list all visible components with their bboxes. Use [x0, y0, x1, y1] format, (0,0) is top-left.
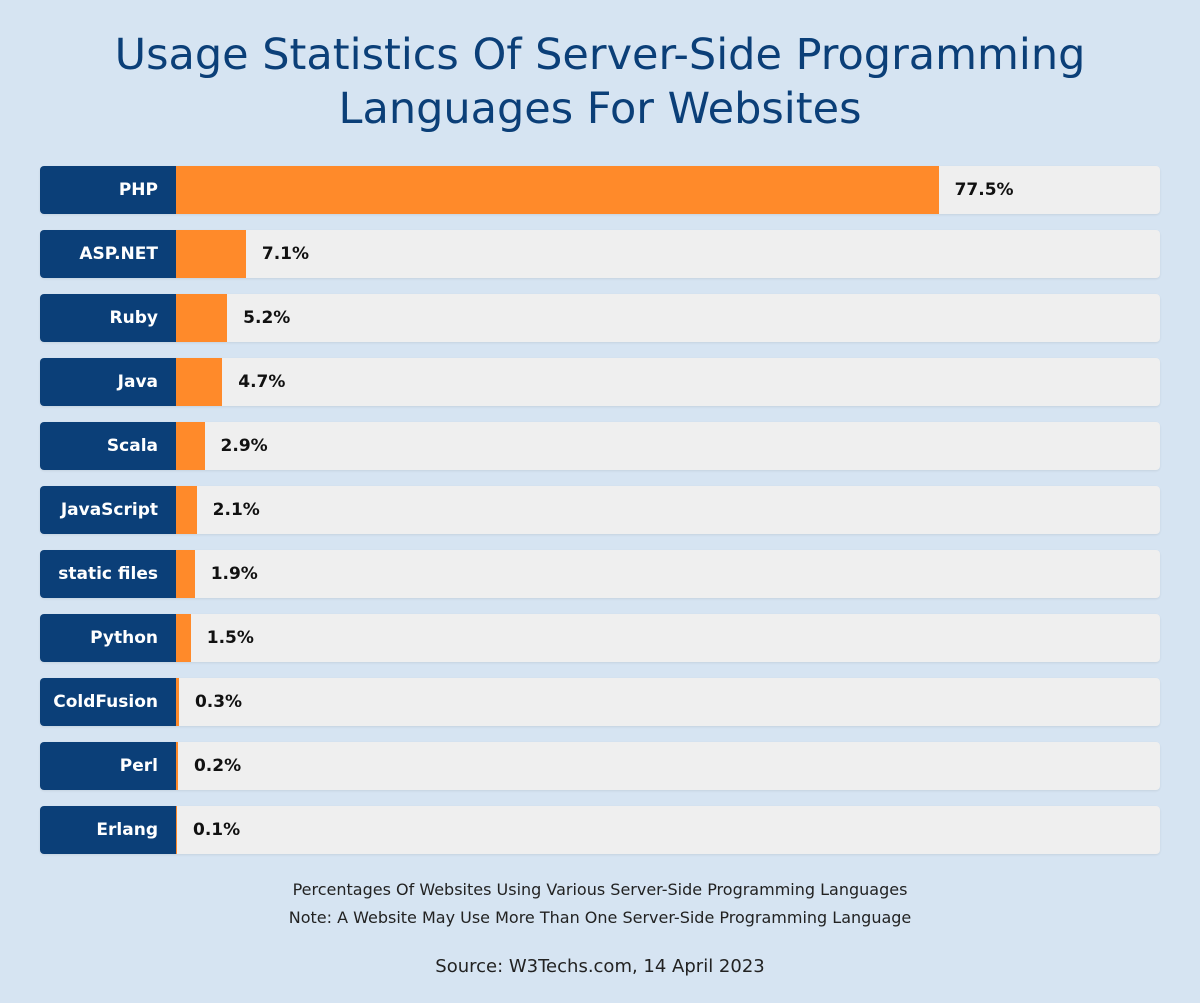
- bar-perl: [176, 742, 178, 790]
- chart-note-multiple-languages: Note: A Website May Use More Than One Se…: [288, 908, 912, 927]
- bar-java: [176, 358, 223, 406]
- bar-ruby: [176, 294, 228, 342]
- category-label-asp-net: ASP.NET: [40, 230, 176, 278]
- bar-javascript: [176, 486, 197, 534]
- chart-source: Source: W3Techs.com, 14 April 2023: [435, 956, 765, 977]
- value-label-javascript: 2.1%: [212, 500, 260, 520]
- bar-row-coldfusion: ColdFusion 0.3%: [40, 678, 1160, 726]
- category-label-ruby: Ruby: [40, 294, 176, 342]
- value-label-ruby: 5.2%: [243, 308, 291, 328]
- category-label-coldfusion: ColdFusion: [40, 678, 176, 726]
- bar-row-erlang: Erlang 0.1%: [40, 806, 1160, 854]
- value-label-perl: 0.2%: [193, 756, 242, 776]
- bar-asp-net: [176, 230, 246, 278]
- value-label-erlang: 0.1%: [193, 820, 241, 840]
- category-label-static-files: static files: [40, 550, 176, 598]
- category-label-javascript: JavaScript: [40, 486, 176, 534]
- bar-row-scala: Scala 2.9%: [40, 422, 1160, 470]
- value-label-java: 4.7%: [238, 372, 286, 392]
- category-label-perl: Perl: [40, 742, 176, 790]
- value-label-static-files: 1.9%: [210, 564, 258, 584]
- bar-row-ruby: Ruby 5.2%: [40, 294, 1160, 342]
- bar-row-static-files: static files 1.9%: [40, 550, 1160, 598]
- value-label-asp-net: 7.1%: [261, 244, 310, 264]
- value-label-php: 77.5%: [954, 180, 1014, 200]
- bar-erlang: [176, 806, 177, 854]
- value-label-scala: 2.9%: [220, 436, 268, 456]
- bar-row-perl: Perl 0.2%: [40, 742, 1160, 790]
- bar-row-java: Java 4.7%: [40, 358, 1160, 406]
- bar-coldfusion: [176, 678, 179, 726]
- bar-static-files: [176, 550, 195, 598]
- bar-php: [176, 166, 939, 214]
- bar-row-python: Python 1.5%: [40, 614, 1160, 662]
- category-label-java: Java: [40, 358, 176, 406]
- chart-title-line-1: Usage Statistics Of Server-Side Programm…: [114, 30, 1086, 80]
- bar-row-php: PHP 77.5%: [40, 166, 1160, 214]
- category-label-erlang: Erlang: [40, 806, 176, 854]
- chart-title-line-2: Languages For Websites: [338, 84, 862, 134]
- chart-title: Usage Statistics Of Server-Side Programm…: [0, 28, 1200, 136]
- value-label-coldfusion: 0.3%: [194, 692, 243, 712]
- bar-scala: [176, 422, 205, 470]
- value-label-python: 1.5%: [206, 628, 254, 648]
- category-label-python: Python: [40, 614, 176, 662]
- bar-row-javascript: JavaScript 2.1%: [40, 486, 1160, 534]
- chart-notes: Percentages Of Websites Using Various Se…: [0, 876, 1200, 932]
- bar-python: [176, 614, 191, 662]
- chart-note-percentages: Percentages Of Websites Using Various Se…: [292, 880, 908, 899]
- bar-row-asp-net: ASP.NET 7.1%: [40, 230, 1160, 278]
- category-label-php: PHP: [40, 166, 176, 214]
- category-label-scala: Scala: [40, 422, 176, 470]
